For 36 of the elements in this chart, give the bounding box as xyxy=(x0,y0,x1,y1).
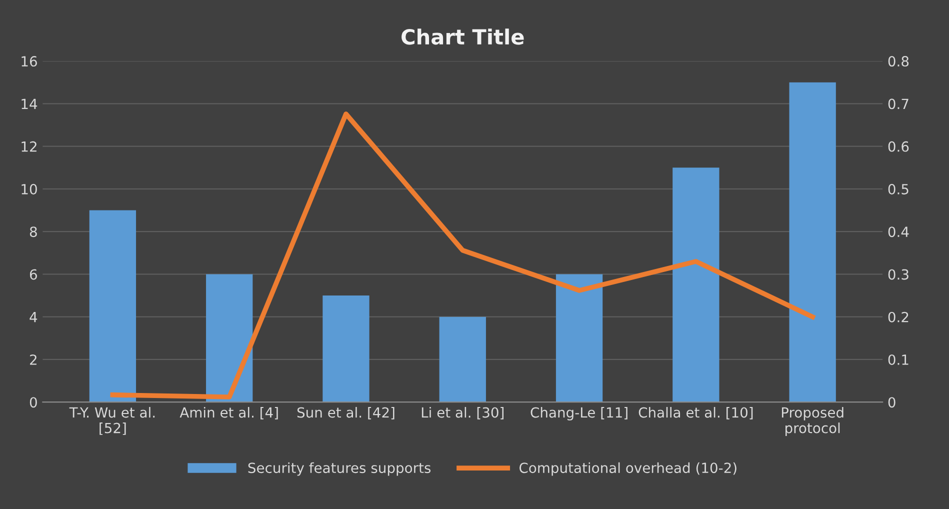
x-tick-label: Amin et al. [4] xyxy=(180,406,278,420)
y2-tick-label: 0.2 xyxy=(888,312,908,322)
bar xyxy=(89,210,136,402)
y2-tick-label: 0.3 xyxy=(888,269,908,280)
x-tick-label: Sun et al. [42] xyxy=(297,406,394,420)
y2-tick-label: 0.1 xyxy=(888,354,908,365)
x-tick-label: Challa et al. [10] xyxy=(638,406,753,420)
y-tick-label: 10 xyxy=(22,184,37,194)
legend-label: Security features supports xyxy=(248,462,431,476)
y2-tick-label: 0.8 xyxy=(888,56,909,67)
y-tick-label: 4 xyxy=(30,312,38,322)
y-tick-label: 16 xyxy=(22,56,37,67)
y-tick-label: 14 xyxy=(22,98,38,109)
bar xyxy=(556,274,603,402)
chart-title: Chart Title xyxy=(402,28,524,45)
y-tick-label: 0 xyxy=(30,397,37,408)
x-tick-label: Chang-Le [11] xyxy=(530,406,628,420)
x-tick-label: T-Y. Wu et al. [52] xyxy=(69,406,155,435)
y2-tick-label: 0.6 xyxy=(888,141,909,152)
y-tick-label: 6 xyxy=(30,269,37,280)
y-tick-label: 2 xyxy=(30,354,36,365)
y2-tick-label: 0.5 xyxy=(888,184,908,194)
y-tick-label: 12 xyxy=(22,141,36,152)
line-series xyxy=(110,112,816,400)
bar xyxy=(322,296,370,402)
y2-tick-label: 0.4 xyxy=(888,226,909,238)
bar xyxy=(439,316,486,402)
y-tick-label: 8 xyxy=(30,226,37,238)
legend-label: Computational overhead (10-2) xyxy=(519,462,736,476)
x-tick-label: Proposed protocol xyxy=(782,406,844,436)
x-tick-label: Li et al. [30] xyxy=(422,406,504,420)
bar xyxy=(789,82,836,402)
bar xyxy=(206,274,253,402)
bar xyxy=(672,168,720,402)
y2-tick-label: 0 xyxy=(888,397,896,408)
y2-tick-label: 0.7 xyxy=(888,98,908,110)
